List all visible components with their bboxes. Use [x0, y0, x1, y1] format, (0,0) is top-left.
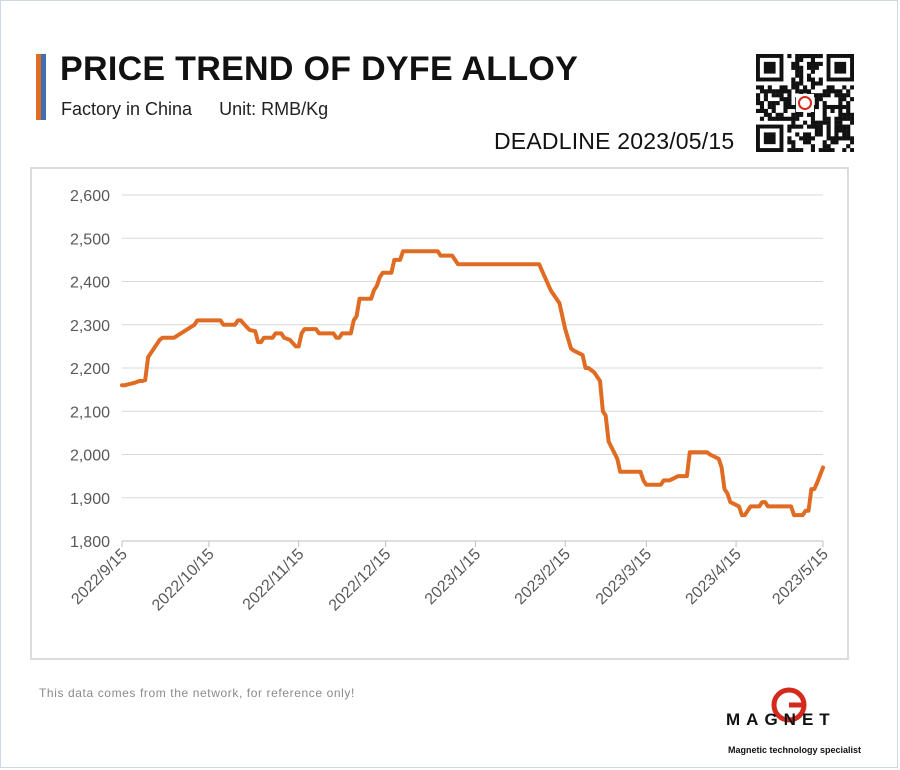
y-tick-label: 2,600	[70, 188, 110, 205]
y-tick-label: 1,800	[70, 534, 110, 551]
y-tick-label: 2,300	[70, 318, 110, 335]
price-line-chart: 1,800 1,900 2,000 2,100 2,200 2,300 2,400 2,500…	[68, 188, 831, 615]
x-tick-label: 2023/5/15	[769, 546, 831, 608]
subtitle: Factory in China Unit: RMB/Kg	[61, 99, 328, 120]
y-tick-label: 2,000	[70, 448, 110, 465]
subtitle-location: Factory in China	[61, 99, 193, 119]
logo-tagline: Magnetic technology specialist	[728, 745, 862, 755]
qr-code-icon[interactable]	[756, 54, 854, 152]
x-tick-label: 2023/3/15	[593, 546, 655, 608]
footnote: This data comes from the network, for re…	[39, 686, 355, 700]
y-tick-label: 2,400	[70, 275, 110, 292]
magnet-logo-icon: MAGNET Magnetic technology specialist	[720, 682, 862, 762]
y-tick-label: 2,200	[70, 361, 110, 378]
logo-ring-icon	[771, 686, 810, 723]
title-accent-bar	[36, 54, 46, 120]
logo-wordmark: MAGNET	[726, 710, 836, 729]
y-tick-label: 1,900	[70, 491, 110, 508]
subtitle-unit: Unit: RMB/Kg	[219, 99, 329, 119]
price-series-line	[120, 249, 825, 518]
x-tick-label: 2022/9/15	[68, 546, 130, 608]
deadline-label: DEADLINE 2023/05/15	[494, 128, 735, 154]
x-tick-label: 2022/11/15	[240, 546, 308, 614]
chart-panel: 1,800 1,900 2,000 2,100 2,200 2,300 2,400 2,500…	[30, 167, 849, 660]
x-tick-label: 2023/2/15	[512, 546, 574, 608]
y-tick-label: 2,100	[70, 404, 110, 421]
y-tick-label: 2,500	[70, 231, 110, 248]
x-tick-label: 2022/10/15	[149, 546, 218, 615]
page-title: PRICE TREND OF DYFE ALLOY	[60, 50, 579, 88]
x-tick-label: 2023/4/15	[683, 546, 745, 608]
x-tick-label: 2023/1/15	[422, 546, 484, 608]
x-tick-label: 2022/12/15	[326, 546, 395, 615]
